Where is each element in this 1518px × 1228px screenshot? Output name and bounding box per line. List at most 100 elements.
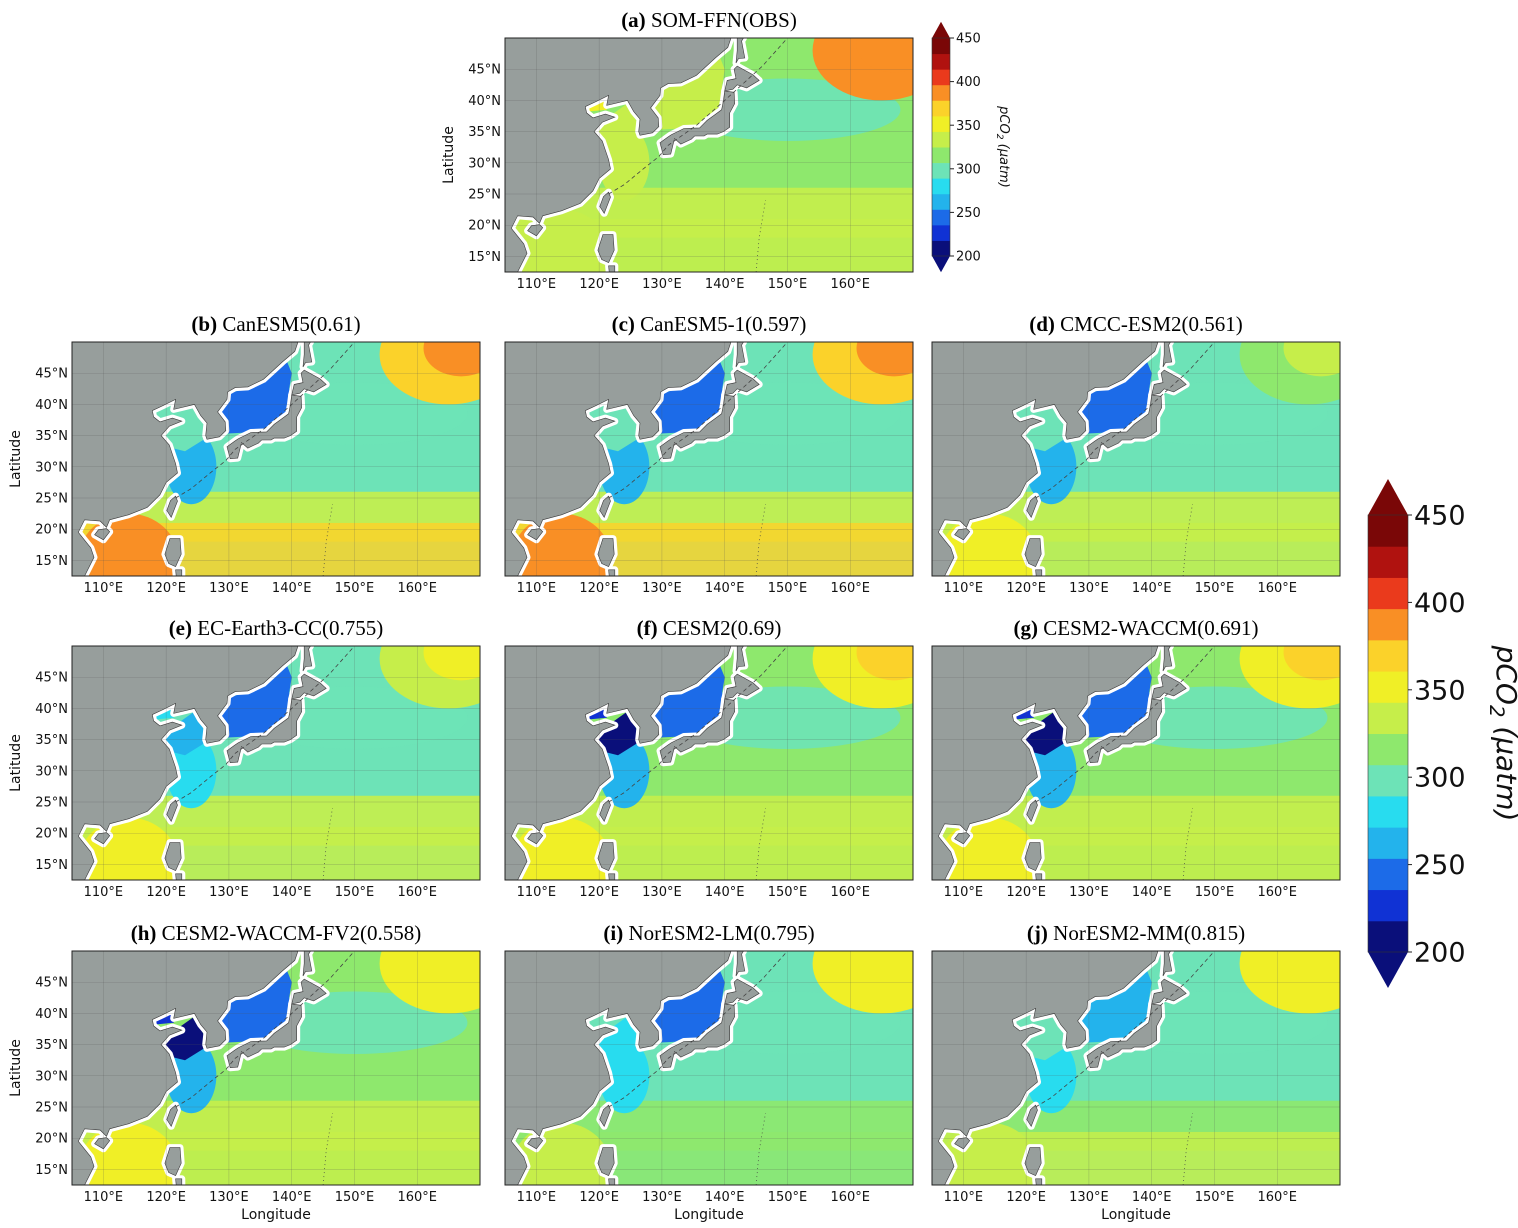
map-panel-c: 110°E 120°E 130°E 140°E 150°E 160°E (c) CanESM… (504, 312, 914, 596)
panel-title: (a) SOM-FFN(OBS) (621, 8, 797, 32)
colorbar-swatch (932, 224, 950, 241)
gridlines (932, 342, 1340, 576)
lon-tick-label: 140°E (1132, 885, 1172, 900)
lon-tick-label: 110°E (944, 581, 984, 596)
colorbar-tick: 400 (1414, 588, 1466, 619)
lat-tick-label: 20°N (35, 827, 68, 842)
lat-tick-label: 35°N (35, 733, 68, 748)
panels-layer: 110°E 120°E 130°E 140°E 150°E 160°E 15°N 20°N 25… (8, 8, 1341, 1223)
lat-tick-label: 15°N (468, 250, 501, 265)
lon-tick-label: 120°E (146, 581, 186, 596)
panel-title: (i) NorESM2-LM(0.795) (603, 921, 814, 945)
map-panel-h: 110°E 120°E 130°E 140°E 150°E 160°E 15°N 20°N 25… (8, 921, 481, 1223)
y-axis-label: Latitude (441, 126, 457, 184)
lon-tick-label: 110°E (944, 885, 984, 900)
map-panel-j: 110°E 120°E 130°E 140°E 150°E 160°E Longitude (… (931, 921, 1341, 1223)
land (505, 342, 763, 576)
x-axis-label: Longitude (674, 1207, 744, 1223)
lat-tick-label: 45°N (35, 367, 68, 382)
colorbar-swatch (932, 178, 950, 195)
lat-tick-label: 20°N (35, 523, 68, 538)
colorbar-swatch (1368, 515, 1408, 547)
lon-tick-label: 150°E (1195, 885, 1235, 900)
lon-tick-label: 130°E (209, 581, 249, 596)
colorbar-swatch (932, 115, 950, 132)
lat-tick-label: 40°N (468, 94, 501, 109)
lon-tick-label: 110°E (84, 885, 124, 900)
lat-tick-label: 40°N (35, 702, 68, 717)
map-panel-i: 110°E 120°E 130°E 140°E 150°E 160°E Longitude (… (504, 921, 914, 1223)
panel-title: (g) CESM2-WACCM(0.691) (1013, 616, 1258, 640)
lat-tick-label: 35°N (35, 429, 68, 444)
lon-tick-label: 110°E (84, 1190, 124, 1205)
lon-tick-label: 160°E (1257, 885, 1297, 900)
gridlines (505, 646, 913, 880)
lon-tick-label: 120°E (146, 1190, 186, 1205)
panel-title: (j) NorESM2-MM(0.815) (1027, 921, 1245, 945)
lon-tick-label: 120°E (146, 885, 186, 900)
lon-tick-label: 140°E (705, 277, 745, 292)
y-axis-label: Latitude (8, 734, 24, 792)
lon-tick-label: 150°E (335, 581, 375, 596)
colorbar-swatch (1368, 858, 1408, 891)
lon-tick-label: 130°E (642, 885, 682, 900)
colorbar-swatch (1368, 639, 1408, 672)
colorbar-swatch (1368, 795, 1408, 828)
lon-tick-label: 160°E (830, 581, 870, 596)
map-panel-f: 110°E 120°E 130°E 140°E 150°E 160°E (f) CESM2(… (504, 616, 914, 900)
lat-tick-label: 40°N (35, 398, 68, 413)
lon-tick-label: 150°E (768, 885, 808, 900)
colorbar-swatch (1368, 889, 1408, 922)
map-panel-e: 110°E 120°E 130°E 140°E 150°E 160°E 15°N 20°N 25… (8, 616, 481, 900)
lat-tick-label: 30°N (35, 764, 68, 779)
lon-tick-label: 140°E (1132, 1190, 1172, 1205)
lat-tick-label: 15°N (35, 554, 68, 569)
lon-tick-label: 110°E (944, 1190, 984, 1205)
lat-tick-label: 35°N (35, 1038, 68, 1053)
lon-tick-label: 150°E (768, 277, 808, 292)
lat-tick-label: 15°N (35, 858, 68, 873)
colorbar-swatch (1368, 827, 1408, 859)
panel-title: (e) EC-Earth3-CC(0.755) (169, 616, 384, 640)
panel-title: (d) CMCC-ESM2(0.561) (1029, 312, 1243, 336)
lat-tick-label: 30°N (468, 156, 501, 171)
colorbar-label: pCO2 (μatm) (1485, 645, 1518, 822)
map-panel-d: 110°E 120°E 130°E 140°E 150°E 160°E (d) CMCC-E… (931, 312, 1341, 596)
lon-tick-label: 130°E (642, 581, 682, 596)
lon-tick-label: 160°E (397, 581, 437, 596)
lat-tick-label: 30°N (35, 460, 68, 475)
map-panel-b: 110°E 120°E 130°E 140°E 150°E 160°E 15°N 20°N 25… (8, 312, 481, 596)
lon-tick-label: 140°E (705, 1190, 745, 1205)
panel-title: (f) CESM2(0.69) (637, 616, 782, 640)
lon-tick-label: 150°E (1195, 581, 1235, 596)
gridlines (505, 951, 913, 1185)
colorbar-large: 200 250 300 350 400 450 pCO2 (μatm) (1367, 479, 1518, 988)
colorbar-tick: 400 (956, 75, 981, 90)
lon-tick-label: 120°E (579, 277, 619, 292)
lon-tick-label: 120°E (1006, 885, 1046, 900)
lat-tick-label: 45°N (35, 671, 68, 686)
lon-tick-label: 130°E (1069, 1190, 1109, 1205)
lon-tick-label: 130°E (209, 1190, 249, 1205)
lon-tick-label: 120°E (1006, 1190, 1046, 1205)
lon-tick-label: 140°E (705, 581, 745, 596)
gridlines (72, 951, 480, 1185)
lon-tick-label: 160°E (1257, 1190, 1297, 1205)
lon-tick-label: 120°E (579, 885, 619, 900)
lon-tick-label: 140°E (272, 581, 312, 596)
lon-tick-label: 130°E (1069, 885, 1109, 900)
lon-tick-label: 140°E (705, 885, 745, 900)
lon-tick-label: 140°E (272, 1190, 312, 1205)
land (72, 342, 330, 576)
colorbar-swatch (1368, 671, 1408, 703)
land (932, 951, 1190, 1185)
colorbar-swatch (1368, 702, 1408, 734)
land (72, 951, 330, 1185)
gridlines (72, 646, 480, 880)
lat-tick-label: 40°N (35, 1007, 68, 1022)
colorbar-swatch (932, 240, 950, 257)
lat-tick-label: 25°N (468, 188, 501, 203)
lat-tick-label: 45°N (35, 976, 68, 991)
colorbar-tick: 300 (956, 162, 981, 177)
